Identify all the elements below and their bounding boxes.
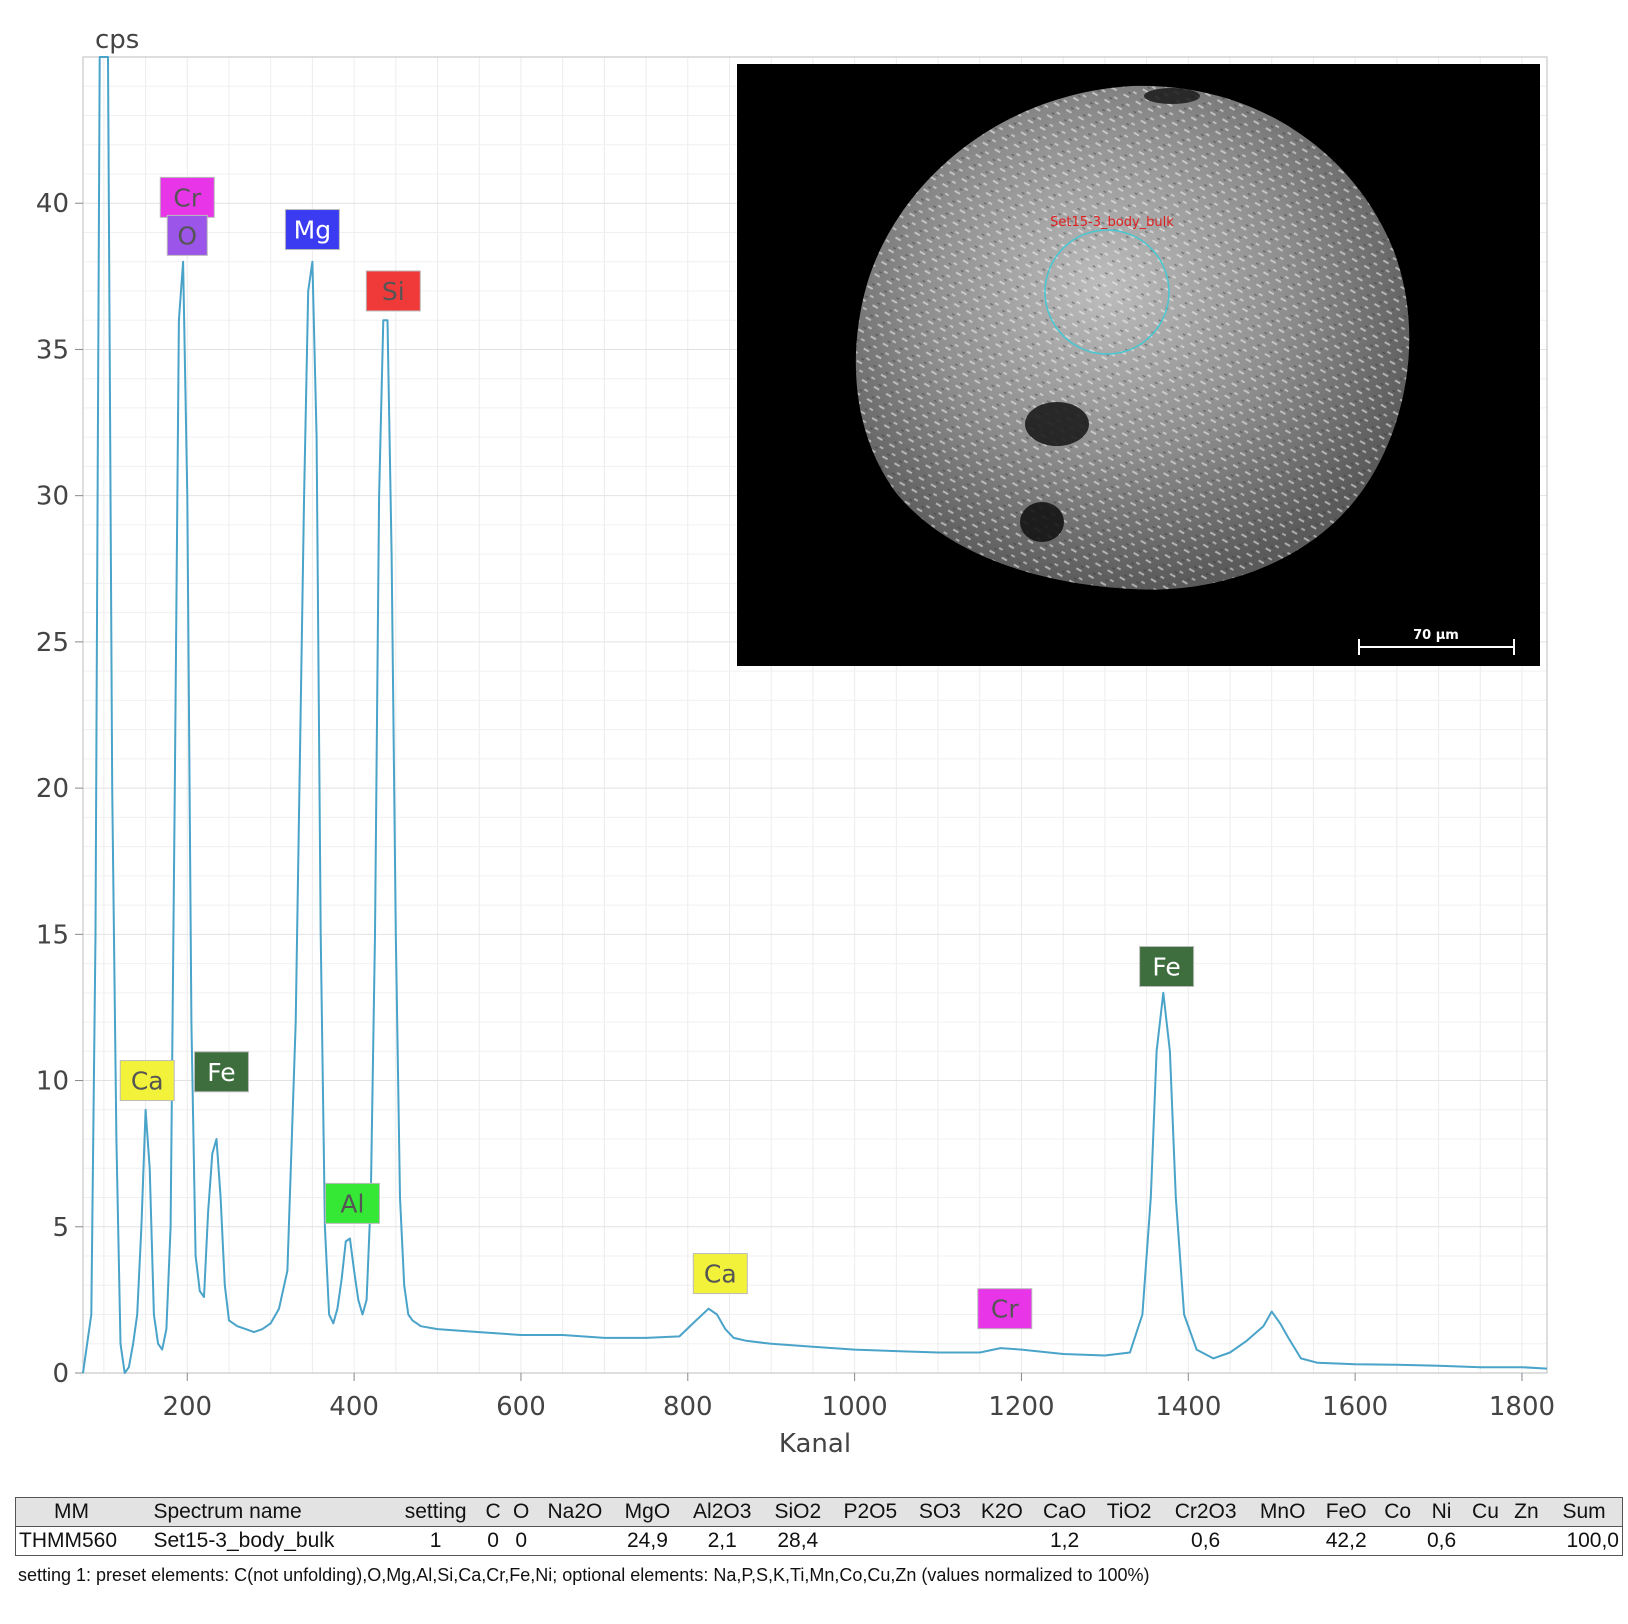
svg-text:Si: Si bbox=[382, 277, 405, 306]
table-header-cell: FeO bbox=[1325, 1500, 1367, 1523]
analysis-region-circle bbox=[1044, 229, 1170, 355]
table-header-cell: SO3 bbox=[918, 1500, 961, 1523]
x-tick-label: 1200 bbox=[988, 1392, 1054, 1422]
scale-bar-label: 70 µm bbox=[1413, 628, 1459, 643]
svg-text:Fe: Fe bbox=[1152, 953, 1180, 982]
table-cell: 0,6 bbox=[1426, 1529, 1457, 1552]
peak-label-al: Al bbox=[324, 1182, 380, 1224]
svg-text:Mg: Mg bbox=[294, 216, 331, 245]
table-footnote: setting 1: preset elements: C(not unfold… bbox=[18, 1565, 1150, 1585]
table-header-cell: Co bbox=[1384, 1500, 1412, 1523]
table-cell bbox=[1507, 1527, 1546, 1556]
table-header-cell: SiO2 bbox=[774, 1500, 822, 1523]
svg-text:Cr: Cr bbox=[173, 183, 201, 212]
svg-text:O: O bbox=[177, 221, 197, 250]
peak-label-o: O bbox=[166, 214, 208, 256]
table-cell: 42,2 bbox=[1325, 1529, 1367, 1552]
table-cell: 100,0 bbox=[1566, 1529, 1619, 1552]
x-tick-label: 400 bbox=[329, 1392, 379, 1422]
y-tick-label: 25 bbox=[36, 628, 69, 658]
analysis-region-label: Set15-3_body_bulk bbox=[1050, 215, 1174, 230]
peak-label-cr: Cr bbox=[977, 1288, 1033, 1330]
table-header-cell: TiO2 bbox=[1106, 1500, 1152, 1523]
plot-frame bbox=[82, 56, 1548, 1374]
y-axis-title: cps bbox=[95, 25, 139, 55]
table-header-row: MM Spectrum name setting C O Na2O MgO Al2O3 SiO2… bbox=[15, 1497, 1623, 1527]
y-tick-label: 35 bbox=[36, 335, 69, 365]
table-cell: 0 bbox=[487, 1529, 499, 1552]
y-tick-label: 30 bbox=[36, 482, 69, 512]
table-header-cell: Spectrum name bbox=[153, 1500, 302, 1523]
y-tick-label: 0 bbox=[52, 1359, 69, 1389]
table-header-cell: Ni bbox=[1431, 1500, 1452, 1523]
y-tick-label: 40 bbox=[36, 189, 69, 219]
peak-labels: Cr O Mg Si Ca Fe Al Ca Cr Fe bbox=[119, 176, 1195, 1330]
table-cell bbox=[909, 1527, 971, 1556]
peak-label-ca: Ca bbox=[692, 1253, 748, 1295]
table-header-cell: Zn bbox=[1514, 1500, 1539, 1523]
table-cell bbox=[832, 1527, 909, 1556]
table-header-cell: CaO bbox=[1043, 1500, 1087, 1523]
peak-label-fe: Fe bbox=[193, 1051, 249, 1093]
svg-text:Fe: Fe bbox=[207, 1058, 235, 1087]
chart-axes: 200 400 600 800 1000 1200 1400 1600 1800 0 5 10 15 20… bbox=[36, 56, 1555, 1422]
table-cell: 1,2 bbox=[1050, 1529, 1080, 1552]
table-header-cell: Sum bbox=[1562, 1500, 1606, 1523]
x-tick-label: 800 bbox=[663, 1392, 713, 1422]
peak-label-ca: Ca bbox=[119, 1060, 175, 1102]
table-header-cell: Na2O bbox=[547, 1500, 603, 1523]
peak-label-si: Si bbox=[365, 270, 421, 312]
x-tick-label: 1800 bbox=[1489, 1392, 1555, 1422]
table-cell bbox=[1096, 1527, 1161, 1556]
table-header-cell: Cr2O3 bbox=[1174, 1500, 1237, 1523]
composition-table: MM Spectrum name setting C O Na2O MgO Al2O3 SiO2… bbox=[15, 1497, 1623, 1556]
x-tick-label: 1000 bbox=[822, 1392, 888, 1422]
table-header-cell: P2O5 bbox=[843, 1500, 898, 1523]
table-cell: 1 bbox=[429, 1529, 442, 1552]
sem-image-inset: Set15-3_body_bulk 70 µm bbox=[737, 64, 1540, 666]
svg-text:Ca: Ca bbox=[131, 1067, 164, 1096]
x-tick-label: 600 bbox=[496, 1392, 546, 1422]
table-cell: 2,1 bbox=[707, 1529, 737, 1552]
sem-particle-image: Set15-3_body_bulk 70 µm bbox=[855, 85, 1515, 655]
peak-label-mg: Mg bbox=[284, 209, 340, 251]
y-tick-label: 20 bbox=[36, 774, 69, 804]
y-tick-label: 5 bbox=[52, 1213, 69, 1243]
table-cell bbox=[536, 1527, 615, 1556]
table-header-cell: Al2O3 bbox=[693, 1500, 752, 1523]
table-cell bbox=[1464, 1527, 1506, 1556]
table-header-cell: K2O bbox=[980, 1500, 1023, 1523]
x-tick-label: 200 bbox=[162, 1392, 212, 1422]
svg-text:Cr: Cr bbox=[991, 1295, 1019, 1324]
table-header-cell: setting bbox=[404, 1500, 467, 1523]
table-header-cell: Cu bbox=[1472, 1500, 1499, 1523]
x-tick-label: 1400 bbox=[1155, 1392, 1221, 1422]
peak-label-cr: Cr bbox=[159, 176, 215, 218]
svg-text:Ca: Ca bbox=[704, 1260, 737, 1289]
table-cell: 0 bbox=[515, 1529, 528, 1552]
table-cell: THMM560 bbox=[19, 1529, 118, 1552]
table-cell: Set15-3_body_bulk bbox=[153, 1529, 335, 1552]
x-axis-title: Kanal bbox=[779, 1429, 851, 1459]
x-tick-label: 1600 bbox=[1322, 1392, 1388, 1422]
table-header-cell: MnO bbox=[1259, 1500, 1306, 1523]
svg-text:Al: Al bbox=[340, 1189, 364, 1218]
table-cell bbox=[1249, 1527, 1316, 1556]
table-header-cell: MM bbox=[54, 1500, 89, 1523]
table-cell: 28,4 bbox=[777, 1529, 819, 1552]
table-header-cell: MgO bbox=[624, 1500, 671, 1523]
table-row: THMM560 Set15-3_body_bulk 1 0 0 24,9 2,1 28,4 1,… bbox=[15, 1526, 1623, 1556]
table-header-cell: C bbox=[485, 1500, 501, 1523]
table-cell bbox=[1376, 1527, 1418, 1556]
table-header-cell: O bbox=[513, 1500, 530, 1523]
peak-label-fe: Fe bbox=[1139, 946, 1195, 988]
table-cell: 24,9 bbox=[627, 1529, 668, 1552]
table-cell bbox=[971, 1527, 1033, 1556]
table-cell: 0,6 bbox=[1191, 1529, 1221, 1552]
y-tick-label: 15 bbox=[36, 920, 69, 950]
y-tick-label: 10 bbox=[36, 1067, 69, 1097]
